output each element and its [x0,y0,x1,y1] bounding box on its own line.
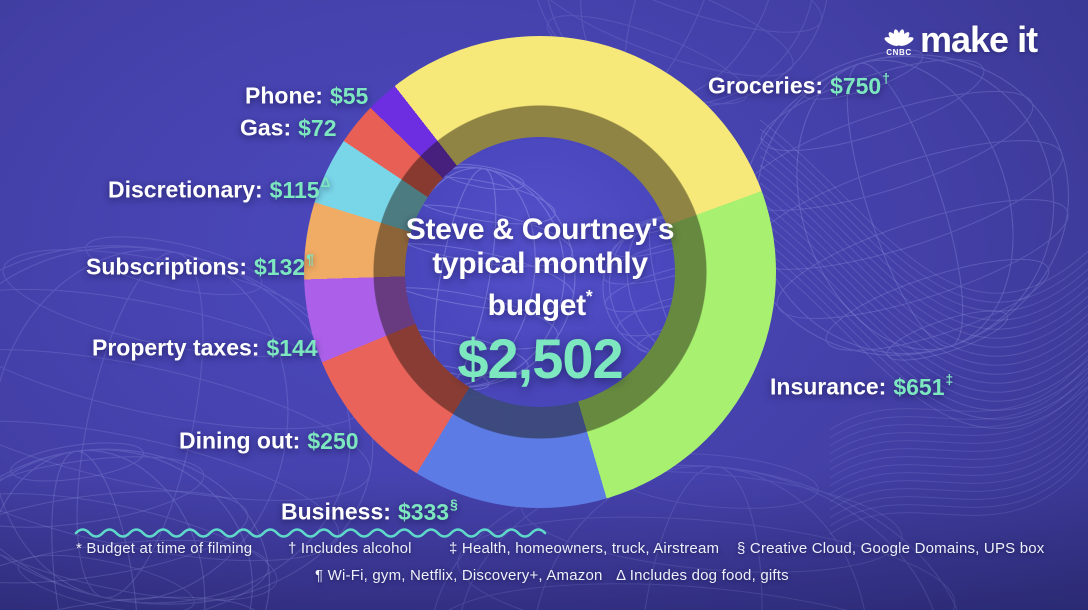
label-property-taxes: Property taxes: $144 [92,334,318,361]
label-gas: Gas: $72 [240,114,337,141]
hole-mesh-decoration [405,163,675,391]
label-subscriptions: Subscriptions: $132¶ [86,252,314,280]
footnote-subscriptions: ¶ Wi-Fi, gym, Netflix, Discovery+, Amazo… [315,567,603,584]
cnbc-network-label: CNBC [886,48,912,57]
make-it-wordmark: make it [920,19,1038,60]
label-phone: Phone: $55 [245,82,369,109]
footnote-insurance: ‡ Health, homeowners, truck, Airstream [449,540,720,557]
label-business: Business: $333§ [281,497,458,525]
donut-chart [304,36,776,508]
footnote-budget: * Budget at time of filming [76,540,253,557]
peacock-feathers-icon [884,29,914,46]
label-insurance: Insurance: $651‡ [770,372,954,400]
donut-hole [405,137,675,407]
cnbc-peacock-icon: CNBC [884,29,914,57]
label-groceries: Groceries: $750† [708,71,890,99]
label-discretionary: Discretionary: $115Δ [108,175,331,203]
cnbc-make-it-logo: CNBC make it [884,19,1038,60]
footnote-business: § Creative Cloud, Google Domains, UPS bo… [737,540,1045,557]
footnote-discretionary: Δ Includes dog food, gifts [616,567,789,584]
label-dining-out: Dining out: $250 [179,427,359,454]
footnote-alcohol: † Includes alcohol [288,540,412,557]
